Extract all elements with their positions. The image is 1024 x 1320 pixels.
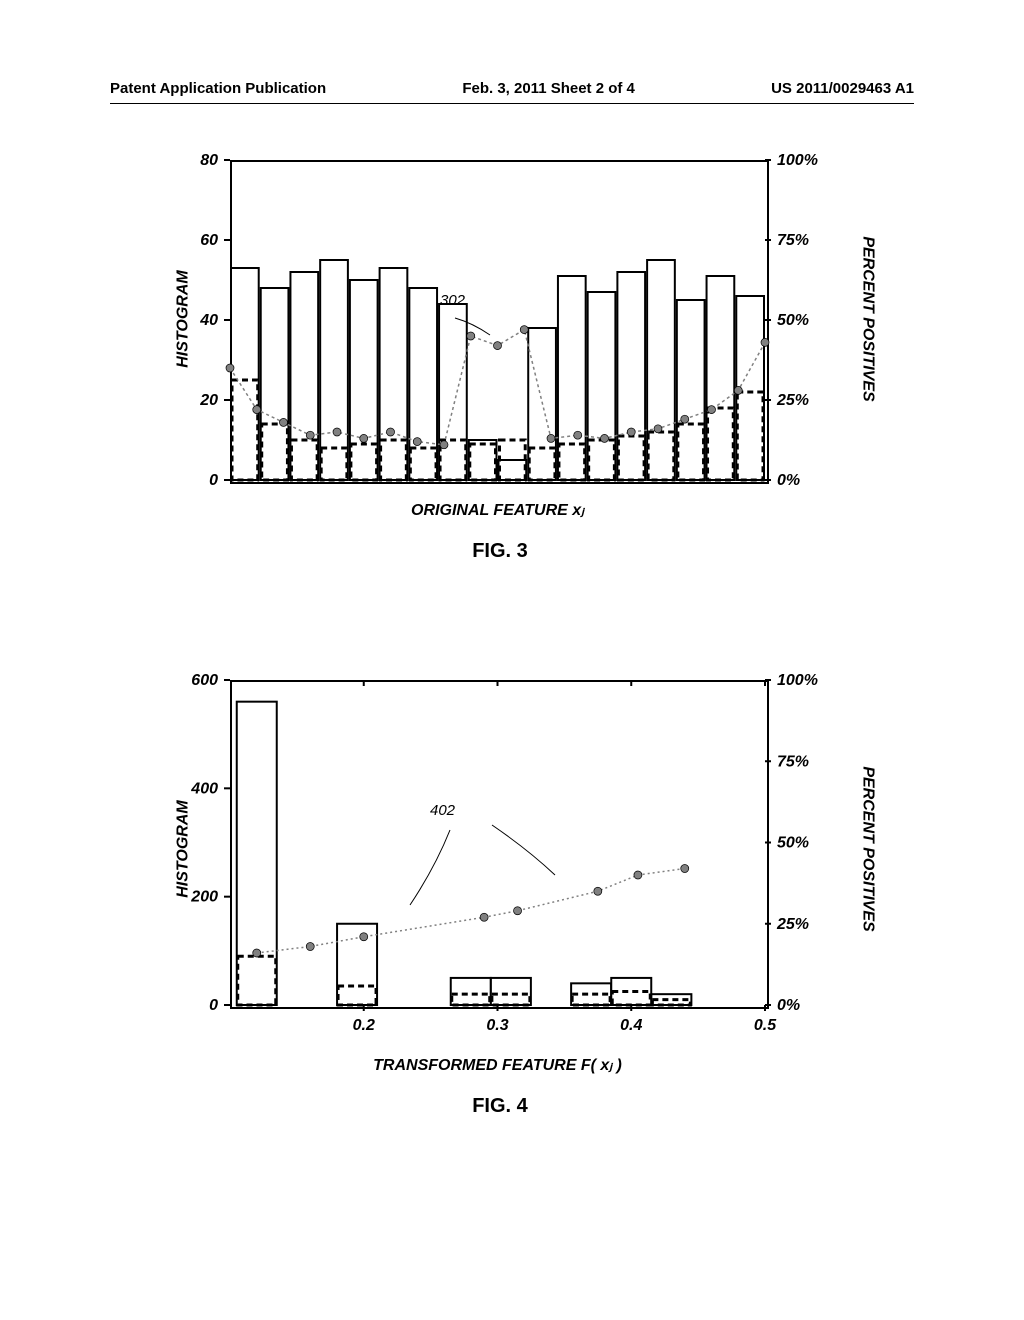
header-left: Patent Application Publication xyxy=(110,80,326,97)
svg-text:0.2: 0.2 xyxy=(353,1017,375,1034)
fig4-x-label: TRANSFORMED FEATURE F( xⱼ ) xyxy=(230,1055,765,1075)
svg-text:0%: 0% xyxy=(777,472,800,489)
svg-text:0: 0 xyxy=(209,472,218,489)
svg-text:100%: 100% xyxy=(777,672,818,689)
svg-text:0.4: 0.4 xyxy=(620,1017,642,1034)
svg-text:100%: 100% xyxy=(777,152,818,169)
header-rule xyxy=(110,103,914,104)
fig4-chart: HISTOGRAM PERCENT POSITIVES 02004006000%… xyxy=(150,660,850,1140)
fig4-label: FIG. 4 xyxy=(150,1095,850,1118)
page: Patent Application Publication Feb. 3, 2… xyxy=(0,0,1024,1320)
fig3-plot-area xyxy=(230,160,769,484)
header-right: US 2011/0029463 A1 xyxy=(771,80,914,97)
header-center: Feb. 3, 2011 Sheet 2 of 4 xyxy=(462,80,635,97)
svg-text:200: 200 xyxy=(190,889,218,906)
svg-text:0.5: 0.5 xyxy=(754,1017,777,1034)
fig3-chart: HISTOGRAM PERCENT POSITIVES 0204060800%2… xyxy=(150,140,850,590)
svg-text:50%: 50% xyxy=(777,835,809,852)
svg-text:25%: 25% xyxy=(776,916,809,933)
fig4-plot-area xyxy=(230,680,769,1009)
svg-text:0.3: 0.3 xyxy=(486,1017,508,1034)
fig4-y-left-label: HISTOGRAM xyxy=(175,800,193,897)
fig3-label: FIG. 3 xyxy=(150,540,850,563)
svg-text:80: 80 xyxy=(200,152,218,169)
fig3-x-label: ORIGINAL FEATURE xⱼ xyxy=(230,500,765,520)
svg-text:50%: 50% xyxy=(777,312,809,329)
svg-text:60: 60 xyxy=(200,232,218,249)
svg-text:0%: 0% xyxy=(777,997,800,1014)
svg-text:0: 0 xyxy=(209,997,218,1014)
fig3-y-right-label: PERCENT POSITIVES xyxy=(859,236,877,401)
fig4-y-right-label: PERCENT POSITIVES xyxy=(859,766,877,931)
svg-text:40: 40 xyxy=(199,312,218,329)
svg-text:75%: 75% xyxy=(777,232,809,249)
svg-text:600: 600 xyxy=(191,672,218,689)
svg-text:25%: 25% xyxy=(776,392,809,409)
page-header: Patent Application Publication Feb. 3, 2… xyxy=(110,80,914,102)
svg-text:20: 20 xyxy=(199,392,218,409)
svg-text:400: 400 xyxy=(190,780,218,797)
fig3-y-left-label: HISTOGRAM xyxy=(175,270,193,367)
svg-text:75%: 75% xyxy=(777,753,809,770)
